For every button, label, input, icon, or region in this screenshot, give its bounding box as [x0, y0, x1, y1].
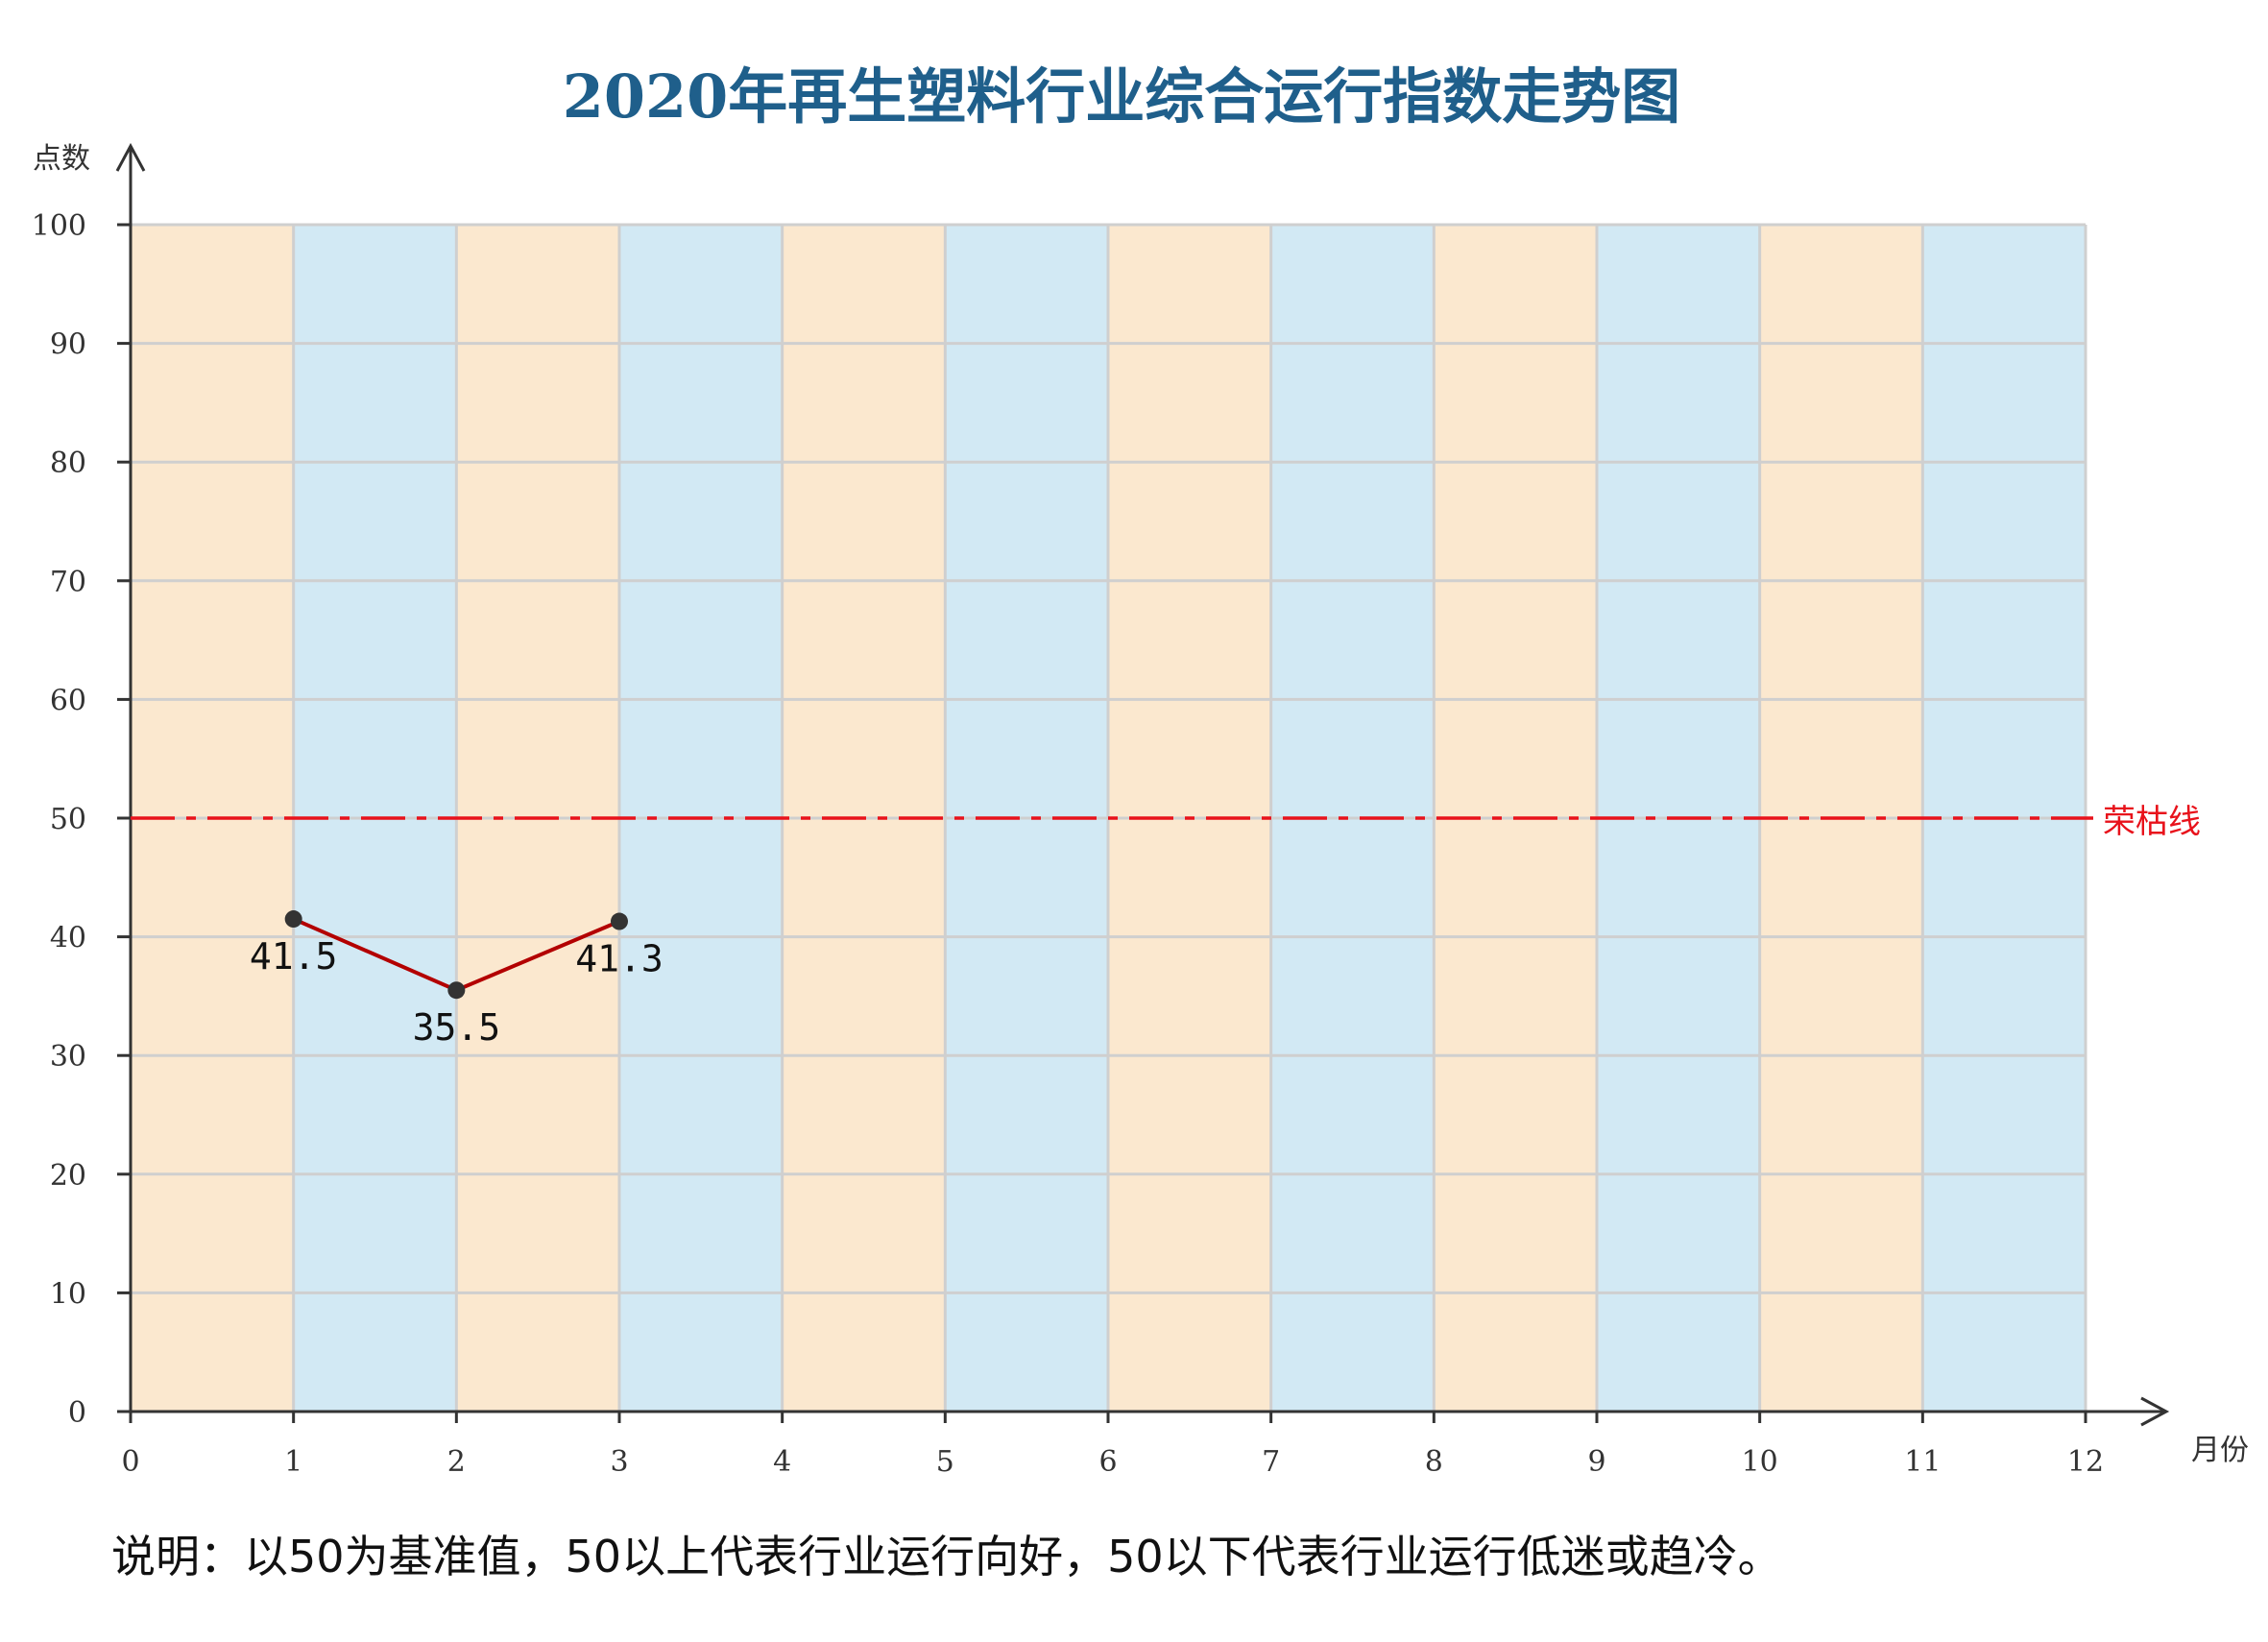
- y-tick-label: 40: [50, 922, 86, 955]
- x-tick-label: 9: [1587, 1445, 1605, 1479]
- x-tick-label: 3: [610, 1445, 628, 1479]
- x-tick-label: 8: [1425, 1445, 1443, 1479]
- y-tick-label: 10: [50, 1277, 86, 1311]
- x-tick-label: 1: [284, 1445, 302, 1479]
- x-tick-label: 10: [1742, 1445, 1778, 1479]
- data-point: [284, 910, 302, 929]
- y-tick-label: 100: [32, 209, 86, 243]
- chart-title: 2020年再生塑料行业综合运行指数走势图: [563, 61, 1681, 132]
- y-tick-label: 20: [50, 1159, 86, 1193]
- x-tick-label: 12: [2067, 1445, 2104, 1479]
- y-axis-arrow: [115, 142, 146, 172]
- x-axis-label: 月份: [2191, 1434, 2249, 1467]
- reference-line-label: 荣枯线: [2103, 803, 2201, 841]
- x-tick-label: 2: [447, 1445, 466, 1479]
- x-tick-label: 0: [121, 1445, 139, 1479]
- y-tick-label: 0: [68, 1396, 86, 1430]
- x-tick-label: 11: [1904, 1445, 1941, 1479]
- y-tick-label: 70: [50, 566, 86, 599]
- x-tick-label: 6: [1098, 1445, 1117, 1479]
- data-label: 41.5: [250, 935, 338, 978]
- y-axis-label: 点数: [33, 142, 90, 176]
- chart-note: 说明：以50为基准值，50以上代表行业运行向好，50以下代表行业运行低迷或趋冷。: [111, 1531, 1782, 1582]
- data-point: [611, 912, 628, 930]
- series-group: 41.5 35.5 41.3: [250, 910, 664, 1049]
- chart-texts: 2020年再生塑料行业综合运行指数走势图 点数 月份 荣枯线 说明：以50为基准…: [33, 61, 2249, 1582]
- y-tick-label: 80: [50, 447, 86, 480]
- data-point: [447, 981, 466, 1000]
- y-tick-label: 60: [50, 684, 86, 717]
- data-label: 41.3: [575, 938, 664, 980]
- x-tick-label: 4: [773, 1445, 791, 1479]
- x-axis-arrow: [2140, 1396, 2170, 1427]
- y-tick-label: 30: [50, 1040, 86, 1074]
- x-tick-label: 7: [1262, 1445, 1280, 1479]
- data-label: 35.5: [413, 1006, 501, 1049]
- y-tick-label: 50: [50, 803, 86, 836]
- axes: [115, 142, 2170, 1427]
- x-tick-label: 5: [936, 1445, 954, 1479]
- y-tick-label: 90: [50, 328, 86, 362]
